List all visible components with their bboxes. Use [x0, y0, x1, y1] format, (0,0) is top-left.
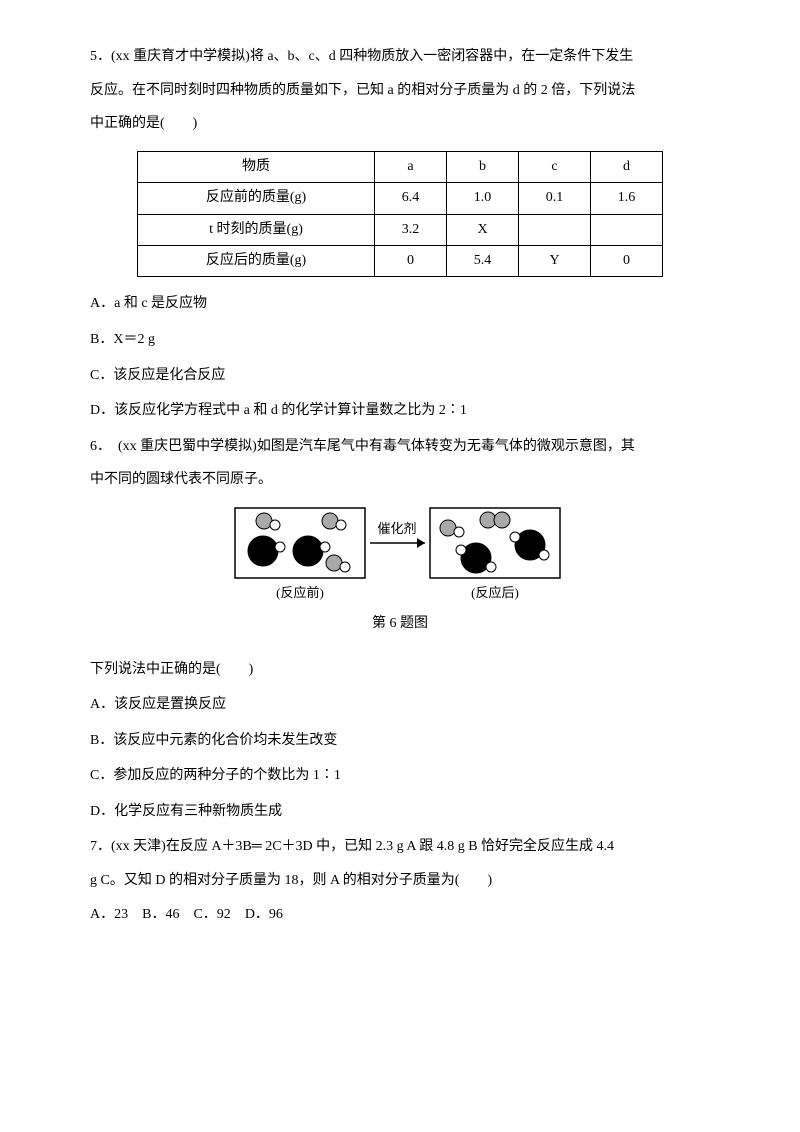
q7-stem-line1: 7．(xx 天津)在反应 A＋3B═ 2C＋3D 中，已知 2.3 g A 跟 …	[90, 830, 710, 864]
q7-option-d: D．96	[245, 898, 283, 932]
right-box-label: (反应后)	[471, 585, 519, 600]
q7-stem-line2: g C。又知 D 的相对分子质量为 18，则 A 的相对分子质量为( )	[90, 864, 710, 898]
q6-diagram: 催化剂 (反应前) (反应后)	[90, 503, 710, 603]
q5-r1-label: 反应前的质量(g)	[138, 183, 375, 214]
q6-stem-line3: 下列说法中正确的是( )	[90, 653, 710, 687]
q5-stem-line3: 中正确的是( )	[90, 107, 710, 141]
q5-r2-c	[519, 214, 591, 245]
q5-r2-a: 3.2	[375, 214, 447, 245]
table-row: t 时刻的质量(g) 3.2 X	[138, 214, 663, 245]
q5-option-d: D．该反应化学方程式中 a 和 d 的化学计算计量数之比为 2∶1	[90, 394, 710, 428]
q7-option-c: C．92	[193, 898, 230, 932]
q5-table: 物质 a b c d 反应前的质量(g) 6.4 1.0 0.1 1.6 t 时…	[137, 151, 663, 278]
q6-option-a: A．该反应是置换反应	[90, 688, 710, 722]
q7-option-a: A．23	[90, 898, 128, 932]
q5-r1-a: 6.4	[375, 183, 447, 214]
q6-option-d: D．化学反应有三种新物质生成	[90, 795, 710, 829]
q5-r3-d: 0	[591, 245, 663, 276]
left-box-label: (反应前)	[276, 585, 324, 600]
q5-r1-b: 1.0	[447, 183, 519, 214]
q5-r2-label: t 时刻的质量(g)	[138, 214, 375, 245]
q7-options: A．23 B．46 C．92 D．96	[90, 898, 710, 932]
q5-r3-b: 5.4	[447, 245, 519, 276]
q5-th-c: c	[519, 151, 591, 182]
q6-options: A．该反应是置换反应 B．该反应中元素的化合价均未发生改变 C．参加反应的两种分…	[90, 688, 710, 828]
q7-option-b: B．46	[142, 898, 179, 932]
q5-th-d: d	[591, 151, 663, 182]
q6-stem-line1: 6． (xx 重庆巴蜀中学模拟)如图是汽车尾气中有毒气体转变为无毒气体的微观示意…	[90, 430, 710, 464]
q6-caption: 第 6 题图	[90, 607, 710, 641]
q5-th-a: a	[375, 151, 447, 182]
q5-r3-a: 0	[375, 245, 447, 276]
q5-r2-d	[591, 214, 663, 245]
table-row: 反应后的质量(g) 0 5.4 Y 0	[138, 245, 663, 276]
q5-stem-line1: 5．(xx 重庆育才中学模拟)将 a、b、c、d 四种物质放入一密闭容器中，在一…	[90, 40, 710, 74]
q5-th-substance: 物质	[138, 151, 375, 182]
q6-option-c: C．参加反应的两种分子的个数比为 1∶1	[90, 759, 710, 793]
q5-r1-d: 1.6	[591, 183, 663, 214]
arrow-label: 催化剂	[377, 521, 416, 536]
q5-r1-c: 0.1	[519, 183, 591, 214]
reaction-diagram-icon: 催化剂 (反应前) (反应后)	[230, 503, 570, 603]
table-row: 物质 a b c d	[138, 151, 663, 182]
q5-th-b: b	[447, 151, 519, 182]
q5-stem-line2: 反应。在不同时刻时四种物质的质量如下，已知 a 的相对分子质量为 d 的 2 倍…	[90, 74, 710, 108]
q5-r3-label: 反应后的质量(g)	[138, 245, 375, 276]
q5-option-a: A．a 和 c 是反应物	[90, 287, 710, 321]
q5-option-b: B．X＝2 g	[90, 323, 710, 357]
q6-stem-line2: 中不同的圆球代表不同原子。	[90, 463, 710, 497]
q5-option-c: C．该反应是化合反应	[90, 359, 710, 393]
table-row: 反应前的质量(g) 6.4 1.0 0.1 1.6	[138, 183, 663, 214]
q6-option-b: B．该反应中元素的化合价均未发生改变	[90, 724, 710, 758]
q5-options: A．a 和 c 是反应物 B．X＝2 g C．该反应是化合反应 D．该反应化学方…	[90, 287, 710, 427]
q5-r3-c: Y	[519, 245, 591, 276]
q5-r2-b: X	[447, 214, 519, 245]
